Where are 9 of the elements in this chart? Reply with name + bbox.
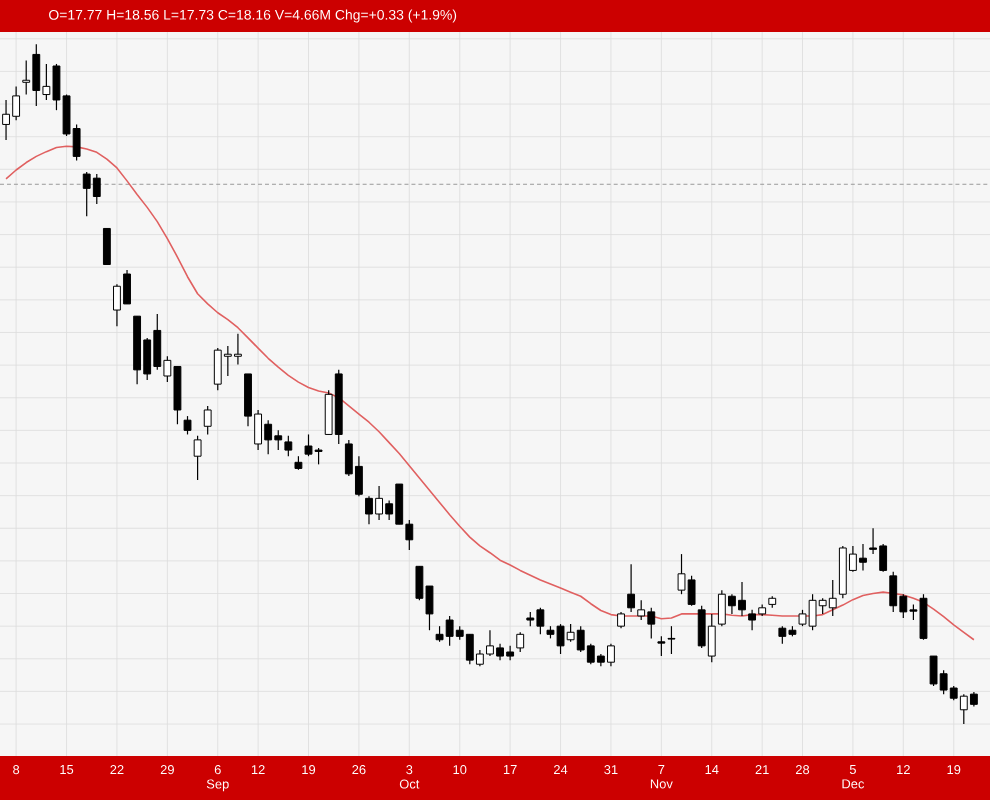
candlestick bbox=[183, 415, 192, 436]
candlestick bbox=[203, 405, 212, 436]
candlestick bbox=[627, 563, 636, 613]
candlestick bbox=[102, 227, 111, 265]
candlestick bbox=[516, 631, 525, 653]
candlestick bbox=[284, 435, 293, 457]
candlestick bbox=[657, 635, 666, 657]
candlestick bbox=[667, 625, 676, 655]
candlestick bbox=[193, 435, 202, 481]
